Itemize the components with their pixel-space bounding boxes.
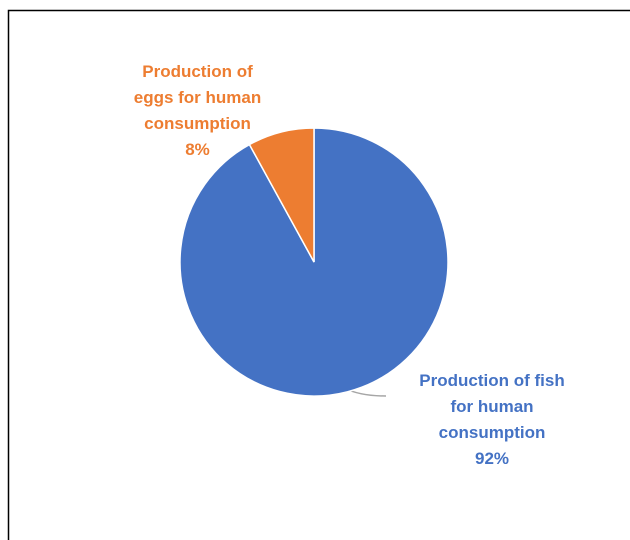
frame [7, 9, 630, 540]
category-label: Production of fish for human consumption [419, 371, 565, 442]
slice-label: Production of eggs for human consumption… [110, 59, 285, 163]
category-label: Production of eggs for human consumption [133, 62, 262, 133]
value-label: 8% [185, 140, 210, 159]
pie-slice [248, 127, 315, 263]
slice-label: Production of fish for human consumption… [402, 368, 582, 472]
value-label: 92% [474, 449, 510, 468]
